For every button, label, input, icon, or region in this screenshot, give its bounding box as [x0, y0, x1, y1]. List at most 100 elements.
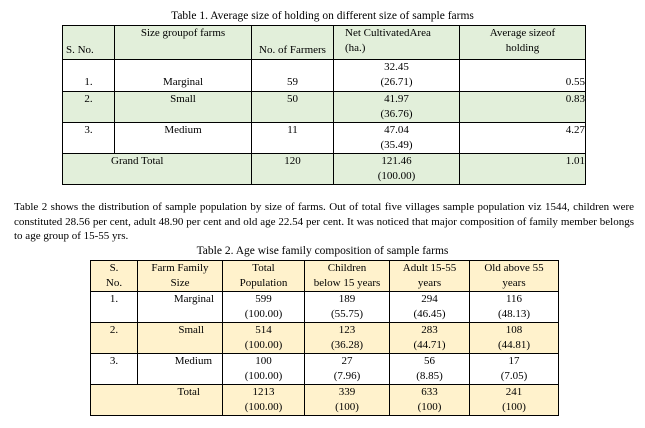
- table-row: 1. Marginal 59 32.45 (26.71) 0.55: [62, 59, 586, 92]
- row-sno: 1.: [62, 59, 115, 92]
- row-adult-percent: (46.45): [413, 308, 446, 320]
- row-children-percent: (36.28): [330, 339, 364, 351]
- row-area: 32.45 (26.71): [333, 59, 460, 92]
- table2-caption: Table 2. Age wise family composition of …: [196, 245, 449, 257]
- row-adult: 283 (44.71): [389, 322, 470, 354]
- row-children-value: 189: [338, 293, 356, 305]
- row-sno: 2.: [62, 91, 115, 123]
- total-adult-percent: (100): [417, 401, 442, 413]
- header-old-line1: Old above 55: [484, 262, 544, 274]
- row-old: 116 (48.13): [469, 291, 559, 323]
- header-size-line1: Farm Family: [151, 262, 209, 274]
- row-total: 514 (100.00): [222, 322, 305, 354]
- row-total-value: 514: [255, 324, 272, 336]
- row-area-value: 32.45: [384, 61, 409, 73]
- header-sno-line2: No.: [105, 277, 123, 289]
- header-children: Children below 15 years: [304, 260, 390, 292]
- row-old-value: 17: [508, 355, 520, 367]
- table-total-row: Grand Total 120 121.46 (100.00) 1.01: [62, 153, 586, 185]
- total-population: 1213 (100.00): [222, 384, 305, 416]
- header-sno: S. No.: [62, 25, 115, 60]
- total-old: 241 (100): [469, 384, 559, 416]
- table-total-row: Total 1213 (100.00) 339 (100) 633 (100) 241…: [90, 384, 559, 416]
- row-average-size: 4.27: [459, 122, 586, 154]
- total-children-percent: (100): [335, 401, 359, 413]
- header-size-line2: Size: [170, 277, 190, 289]
- total-population-percent: (100.00): [244, 401, 283, 413]
- header-adult-line2: years: [417, 277, 442, 289]
- header-area-line2: (ha.): [345, 42, 366, 54]
- total-area: 121.46 (100.00): [333, 153, 460, 185]
- row-old-value: 116: [505, 293, 523, 305]
- row-adult-value: 294: [421, 293, 438, 305]
- header-total-line2: Population: [239, 277, 288, 289]
- header-old: Old above 55 years: [469, 260, 559, 292]
- row-farm-size: Small: [137, 322, 223, 354]
- row-total-percent: (100.00): [244, 308, 283, 320]
- row-size-group: Small: [114, 91, 252, 123]
- header-total-population: Total Population: [222, 260, 305, 292]
- header-farm-family-size: Farm Family Size: [137, 260, 223, 292]
- row-farm-size: Medium: [137, 353, 223, 385]
- row-size-group: Marginal: [114, 59, 252, 92]
- row-children-percent: (7.96): [333, 370, 361, 382]
- row-sno: 1.: [90, 291, 138, 323]
- table1-caption: Table 1. Average size of holding on diff…: [171, 10, 474, 22]
- table1-header-row: S. No. Size groupof farms No. of Farmers…: [62, 25, 586, 60]
- row-no-of-farmers: 59: [251, 59, 334, 92]
- row-old-percent: (44.81): [497, 339, 531, 351]
- total-children-value: 339: [338, 386, 356, 398]
- row-area: 47.04 (35.49): [333, 122, 460, 154]
- row-no-of-farmers: 50: [251, 91, 334, 123]
- row-area-percent: (36.76): [380, 108, 413, 120]
- total-area-value: 121.46: [381, 155, 412, 167]
- row-sno: 3.: [90, 353, 138, 385]
- row-adult-value: 283: [421, 324, 438, 336]
- row-total-percent: (100.00): [244, 339, 283, 351]
- header-sno: S. No.: [90, 260, 138, 292]
- row-size-group: Medium: [114, 122, 252, 154]
- row-children: 27 (7.96): [304, 353, 390, 385]
- header-adult-line1: Adult 15-55: [402, 262, 457, 274]
- row-farm-size: Marginal: [137, 291, 223, 323]
- row-adult-value: 56: [424, 355, 435, 367]
- row-children-value: 27: [341, 355, 353, 367]
- total-old-value: 241: [505, 386, 523, 398]
- total-population-value: 1213: [252, 386, 275, 398]
- table-row: 3. Medium 11 47.04 (35.49) 4.27: [62, 122, 586, 154]
- row-average-size: 0.55: [459, 59, 586, 92]
- row-area-percent: (35.49): [380, 139, 413, 151]
- row-old-percent: (48.13): [497, 308, 531, 320]
- row-area-value: 41.97: [384, 93, 409, 105]
- header-sno-line1: S.: [109, 262, 119, 274]
- header-old-line2: years: [502, 277, 526, 289]
- table2-header-row: S. No. Farm Family Size Total Population Ch…: [90, 260, 559, 292]
- table2: S. No. Farm Family Size Total Population Ch…: [90, 260, 559, 416]
- row-area: 41.97 (36.76): [333, 91, 460, 123]
- row-old-value: 108: [505, 324, 523, 336]
- row-sno: 2.: [90, 322, 138, 354]
- table-row: 2. Small 50 41.97 (36.76) 0.83: [62, 91, 586, 123]
- total-old-percent: (100): [502, 401, 526, 413]
- grand-total-label: Grand Total: [62, 153, 252, 185]
- row-children: 189 (55.75): [304, 291, 390, 323]
- total-area-percent: (100.00): [377, 170, 416, 182]
- row-children: 123 (36.28): [304, 322, 390, 354]
- row-total: 100 (100.00): [222, 353, 305, 385]
- row-old-percent: (7.05): [500, 370, 528, 382]
- row-total: 599 (100.00): [222, 291, 305, 323]
- row-total-percent: (100.00): [244, 370, 283, 382]
- table-row: 1. Marginal 599 (100.00) 189 (55.75) 294 (4…: [90, 291, 559, 323]
- header-children-line1: Children: [327, 262, 367, 274]
- table-row: 2. Small 514 (100.00) 123 (36.28) 283 (44.7…: [90, 322, 559, 354]
- row-area-value: 47.04: [384, 124, 409, 136]
- header-no-of-farmers: No. of Farmers: [251, 25, 334, 60]
- total-no-of-farmers: 120: [251, 153, 334, 185]
- row-adult: 294 (46.45): [389, 291, 470, 323]
- row-adult-percent: (44.71): [413, 339, 446, 351]
- row-total-value: 599: [255, 293, 272, 305]
- total-label: Total: [90, 384, 223, 416]
- total-children: 339 (100): [304, 384, 390, 416]
- row-no-of-farmers: 11: [251, 122, 334, 154]
- header-avg-line1: Average sizeof: [489, 27, 556, 39]
